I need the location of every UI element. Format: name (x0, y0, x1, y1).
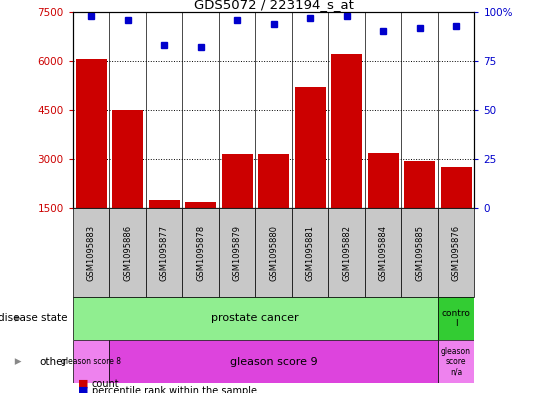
FancyBboxPatch shape (402, 208, 438, 297)
Text: GSM1095886: GSM1095886 (123, 224, 132, 281)
FancyBboxPatch shape (146, 208, 182, 297)
Text: GSM1095884: GSM1095884 (378, 224, 388, 281)
FancyBboxPatch shape (219, 208, 255, 297)
Bar (75, 59, 107, 208)
Text: GSM1095877: GSM1095877 (160, 224, 169, 281)
FancyBboxPatch shape (292, 208, 328, 297)
Text: GSM1095883: GSM1095883 (87, 224, 95, 281)
FancyBboxPatch shape (255, 208, 292, 297)
Text: disease state: disease state (0, 313, 67, 323)
FancyBboxPatch shape (328, 208, 365, 297)
Text: ■: ■ (78, 379, 88, 389)
Title: GDS5072 / 223194_s_at: GDS5072 / 223194_s_at (194, 0, 354, 11)
Bar (112, 110, 143, 208)
Text: GSM1095882: GSM1095882 (342, 224, 351, 281)
FancyBboxPatch shape (109, 340, 438, 383)
Text: percentile rank within the sample: percentile rank within the sample (92, 386, 257, 393)
Bar (222, 154, 253, 208)
Bar (258, 154, 289, 208)
FancyBboxPatch shape (73, 297, 438, 340)
Text: ■: ■ (78, 386, 88, 393)
FancyBboxPatch shape (438, 297, 474, 340)
Bar (440, 167, 472, 208)
Text: other: other (39, 356, 67, 367)
FancyBboxPatch shape (182, 208, 219, 297)
Text: GSM1095885: GSM1095885 (415, 224, 424, 281)
FancyBboxPatch shape (73, 208, 109, 297)
FancyBboxPatch shape (438, 208, 474, 297)
Bar (185, 202, 216, 208)
FancyBboxPatch shape (73, 340, 109, 383)
Bar (404, 161, 435, 208)
Text: contro
l: contro l (441, 309, 471, 328)
Text: gleason
score
n/a: gleason score n/a (441, 347, 471, 376)
Bar (294, 87, 326, 208)
Text: GSM1095880: GSM1095880 (269, 224, 278, 281)
Text: count: count (92, 379, 119, 389)
Text: GSM1095876: GSM1095876 (452, 224, 460, 281)
Text: gleason score 9: gleason score 9 (230, 356, 317, 367)
Bar (331, 54, 362, 208)
Text: GSM1095881: GSM1095881 (306, 224, 315, 281)
Text: gleason score 8: gleason score 8 (61, 357, 121, 366)
Bar (149, 200, 179, 208)
Text: GSM1095879: GSM1095879 (232, 224, 241, 281)
FancyBboxPatch shape (438, 340, 474, 383)
FancyBboxPatch shape (109, 208, 146, 297)
Bar (368, 152, 398, 208)
Text: GSM1095878: GSM1095878 (196, 224, 205, 281)
Text: prostate cancer: prostate cancer (211, 313, 299, 323)
FancyBboxPatch shape (365, 208, 402, 297)
